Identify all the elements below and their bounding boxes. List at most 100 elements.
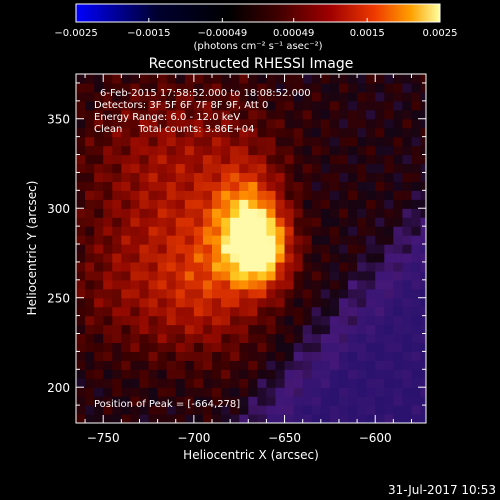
heatmap-cell <box>411 387 422 397</box>
heatmap-cell <box>357 217 367 227</box>
heatmap-cell <box>293 181 304 191</box>
heatmap-cell <box>275 190 286 200</box>
heatmap-cell <box>139 252 150 263</box>
heatmap-cell <box>175 279 186 290</box>
heatmap-cell <box>212 297 222 308</box>
heatmap-cell <box>275 360 286 370</box>
heatmap-cell <box>248 387 258 397</box>
heatmap-cell <box>366 369 376 379</box>
heatmap-cell <box>366 199 376 209</box>
heatmap-cell <box>121 387 132 397</box>
heatmap-cell <box>248 351 258 361</box>
heatmap-cell <box>193 252 204 263</box>
heatmap-cell <box>85 226 95 236</box>
heatmap-cell <box>221 261 231 272</box>
heatmap-cell <box>193 315 204 326</box>
heatmap-cell <box>76 208 86 218</box>
heatmap-cell <box>76 252 86 263</box>
heatmap-cell <box>230 387 240 397</box>
heatmap-cell <box>139 306 150 317</box>
heatmap-cell <box>148 252 159 263</box>
heatmap-cell <box>202 252 213 263</box>
heatmap-cell <box>302 109 313 120</box>
heatmap-cell <box>239 396 249 406</box>
heatmap-cell <box>311 145 322 156</box>
heatmap-cell <box>157 145 168 156</box>
heatmap-cell <box>157 91 168 102</box>
heatmap-cell <box>393 378 404 388</box>
heatmap-cell <box>121 306 132 317</box>
heatmap-cell <box>76 279 86 290</box>
heatmap-cell <box>230 82 240 93</box>
heatmap-cell <box>257 261 268 272</box>
heatmap-cell <box>221 351 231 361</box>
heatmap-cell <box>112 235 122 245</box>
heatmap-cell <box>193 190 204 200</box>
heatmap-cell <box>139 154 150 165</box>
heatmap-cell <box>239 181 249 191</box>
heatmap-cell <box>257 163 268 174</box>
heatmap-cell <box>257 360 268 370</box>
heatmap-cell <box>121 405 132 415</box>
heatmap-cell <box>257 127 268 138</box>
heatmap-cell <box>284 387 295 397</box>
heatmap-cell <box>411 172 422 182</box>
heatmap-cell <box>121 324 132 335</box>
heatmap-cell <box>139 396 150 406</box>
heatmap-cell <box>302 279 313 290</box>
heatmap-cell <box>338 226 349 236</box>
heatmap-cell <box>402 333 413 344</box>
heatmap-cell <box>157 190 168 200</box>
heatmap-cell <box>157 378 168 388</box>
heatmap-cell <box>329 118 340 129</box>
heatmap-cell <box>311 82 322 93</box>
heatmap-cell <box>375 74 385 84</box>
heatmap-cell <box>130 154 141 165</box>
heatmap-cell <box>130 369 141 379</box>
heatmap-cell <box>348 261 358 272</box>
heatmap-cell <box>293 270 304 281</box>
heatmap-cell <box>266 208 277 218</box>
heatmap-cell <box>293 306 304 317</box>
heatmap-cell <box>411 127 422 138</box>
heatmap-cell <box>348 82 358 93</box>
heatmap-cell <box>230 288 240 299</box>
heatmap-cell <box>230 118 240 129</box>
heatmap-cell <box>148 333 159 344</box>
heatmap-cell <box>357 190 367 200</box>
heatmap-cell <box>166 154 177 165</box>
heatmap-cell <box>320 109 331 120</box>
heatmap-cell <box>157 279 168 290</box>
heatmap-cell <box>139 118 150 129</box>
heatmap-cell <box>202 333 213 344</box>
heatmap-cell <box>293 190 304 200</box>
heatmap-cell <box>157 226 168 236</box>
heatmap-cell <box>257 100 268 111</box>
heatmap-cell <box>275 118 286 129</box>
heatmap-cell <box>148 396 159 406</box>
heatmap-cell <box>284 297 295 308</box>
heatmap-cell <box>329 378 340 388</box>
heatmap-cell <box>248 235 258 245</box>
heatmap-cell <box>402 127 413 138</box>
heatmap-cell <box>266 252 277 263</box>
heatmap-cell <box>103 279 113 290</box>
heatmap-cell <box>193 181 204 191</box>
heatmap-cell <box>85 172 95 182</box>
heatmap-cell <box>103 163 113 174</box>
heatmap-cell <box>112 199 122 209</box>
heatmap-cell <box>311 306 322 317</box>
heatmap-cell <box>103 306 113 317</box>
heatmap-cell <box>266 217 277 227</box>
heatmap-cell <box>248 414 258 423</box>
heatmap-cell <box>230 405 240 415</box>
heatmap-cell <box>329 109 340 120</box>
heatmap-cell <box>302 100 313 111</box>
heatmap-cell <box>293 396 304 406</box>
heatmap-cell <box>130 145 141 156</box>
heatmap-cell <box>320 199 331 209</box>
heatmap-cell <box>402 163 413 174</box>
heatmap-cell <box>202 217 213 227</box>
heatmap-cell <box>193 91 204 102</box>
heatmap-cell <box>402 109 413 120</box>
